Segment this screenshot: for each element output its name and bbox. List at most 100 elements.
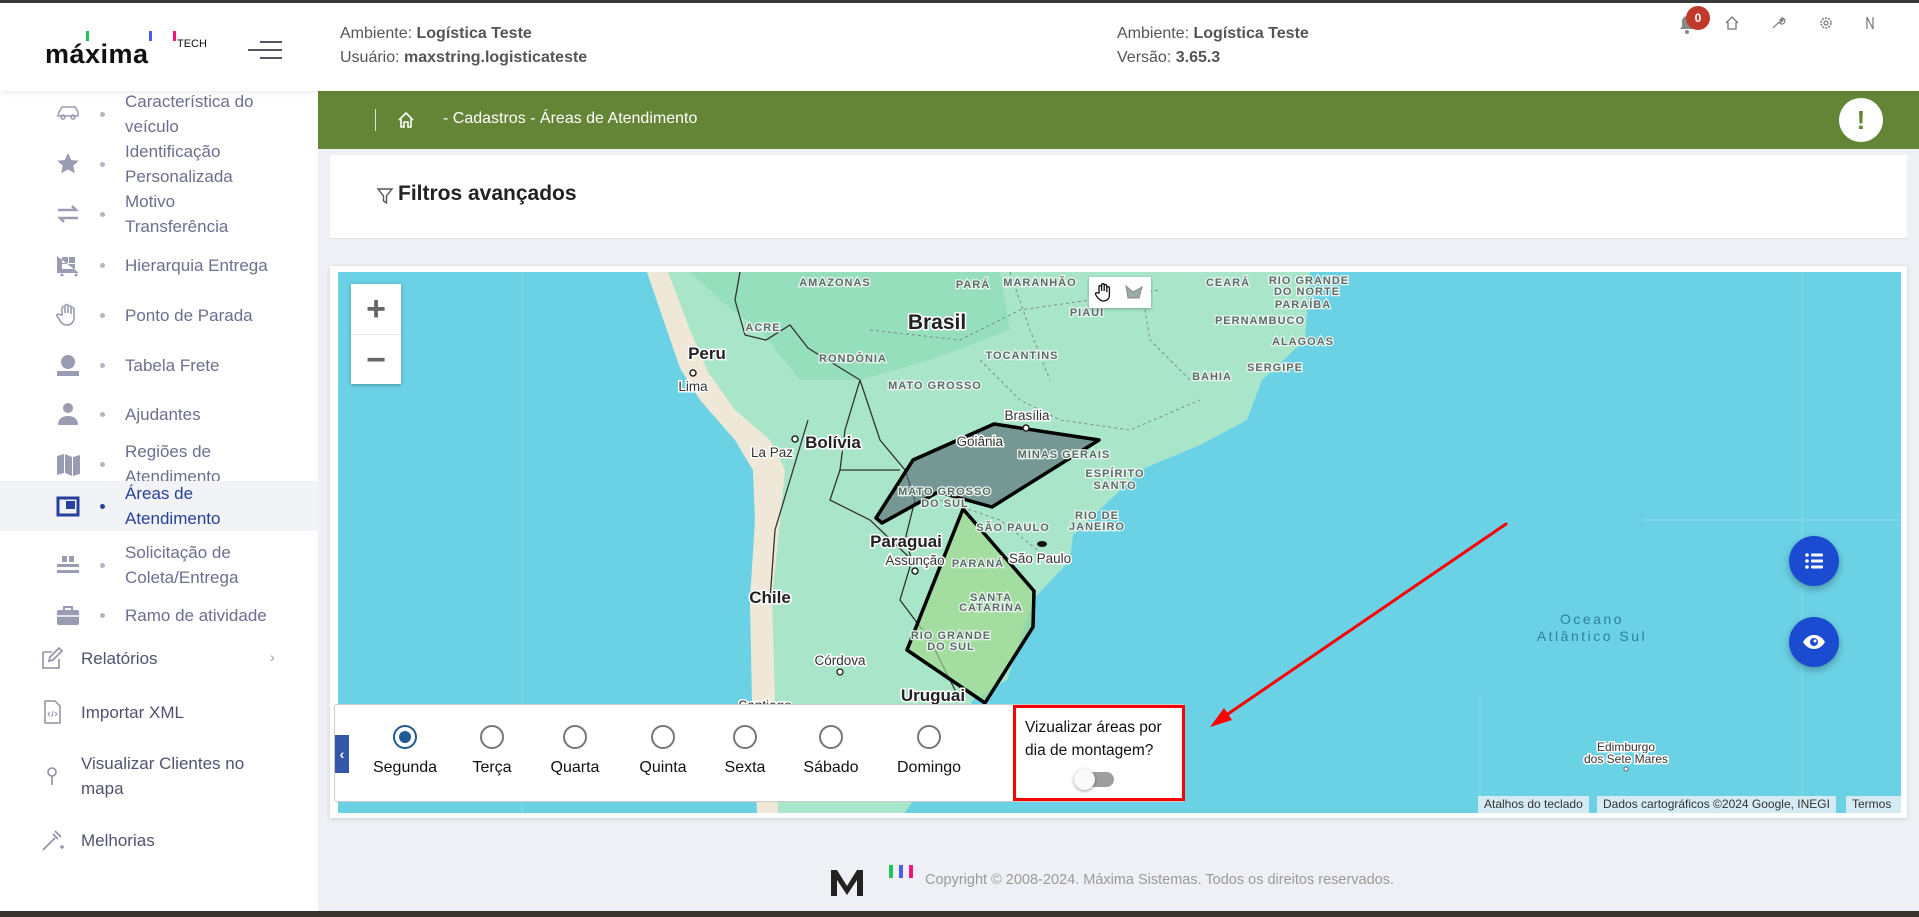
- bullet: [100, 504, 105, 509]
- sidebar-item-areas-de-atendimento[interactable]: Áreas de Atendimento: [0, 481, 318, 531]
- wrench-icon[interactable]: [1767, 15, 1789, 37]
- map-label: DO SUL: [921, 498, 969, 510]
- map-label: SANTA: [970, 592, 1012, 604]
- service-area-polygon-south[interactable]: [905, 507, 1036, 705]
- pallet-icon: [57, 256, 79, 277]
- day-label[interactable]: Terça: [472, 759, 512, 776]
- sidebar-item-label: Solicitação de Coleta/Entrega: [125, 543, 239, 587]
- logout-icon[interactable]: [1859, 15, 1881, 37]
- map-label: CATARINA: [959, 602, 1023, 614]
- radio-sabado[interactable]: [819, 725, 843, 749]
- home-icon[interactable]: [396, 110, 416, 130]
- map-label: Chile: [749, 588, 791, 607]
- day-label[interactable]: Quarta: [550, 759, 600, 776]
- map-label: Goiânia: [956, 434, 1003, 449]
- chevron-right-icon: ›: [270, 649, 275, 665]
- radio-domingo[interactable]: [917, 725, 941, 749]
- notification-badge: 0: [1686, 6, 1710, 30]
- map-label: MINAS GERAIS: [1018, 449, 1111, 461]
- hand-pan-icon[interactable]: [1093, 281, 1117, 305]
- sidebar-item-tabela-frete[interactable]: Tabela Frete: [0, 353, 318, 378]
- map-label: DO SUL: [927, 641, 975, 653]
- keyboard-shortcuts-link[interactable]: Atalhos do teclado: [1478, 796, 1589, 813]
- day-label[interactable]: Domingo: [896, 759, 962, 776]
- bullet: [100, 462, 105, 467]
- sidebar-item-ponto-de-parada[interactable]: Ponto de Parada: [0, 303, 318, 328]
- map-label: São Paulo: [1009, 551, 1071, 566]
- map-icon: [57, 454, 80, 476]
- map-label: MATO GROSSO: [898, 486, 992, 498]
- sidebar-item-identificacao-personalizada[interactable]: Identificação Personalizada: [0, 139, 318, 189]
- map-label: RIO GRANDE: [1269, 275, 1349, 287]
- visibility-button[interactable]: [1789, 617, 1839, 667]
- map-label: Assunção: [885, 553, 944, 568]
- radio-quarta[interactable]: [563, 725, 587, 749]
- map-label: PARÁ: [956, 278, 990, 291]
- day-label[interactable]: Quinta: [639, 759, 687, 776]
- user-value: maxstring.logisticateste: [404, 49, 588, 66]
- copyright-text: Copyright © 2008-2024. Máxima Sistemas. …: [925, 872, 1394, 888]
- sidebar-item-label: Importar XML: [81, 702, 184, 722]
- map-label: MATO GROSSO: [888, 380, 982, 392]
- list-button[interactable]: [1789, 536, 1839, 586]
- sidebar-item-ramo-de-atividade[interactable]: Ramo de atividade: [0, 603, 318, 628]
- bullet: [100, 112, 105, 117]
- menu-toggle-icon[interactable]: [248, 39, 282, 61]
- sidebar-item-hierarquia-entrega[interactable]: Hierarquia Entrega: [0, 253, 318, 278]
- map-label: Peru: [688, 344, 726, 363]
- zoom-controls: + −: [351, 284, 401, 384]
- maxima-tech-logo[interactable]: máxima TECH: [45, 31, 225, 71]
- map-label: Bolívia: [805, 433, 861, 452]
- map-label: PERNAMBUCO: [1215, 315, 1305, 327]
- radio-quinta[interactable]: [651, 725, 675, 749]
- radio-terca[interactable]: [480, 725, 504, 749]
- car-icon: [57, 106, 79, 120]
- sidebar-item-caracteristica-do-veiculo[interactable]: Característica do veículo: [0, 91, 318, 139]
- sidebar-item-label: Hierarquia Entrega: [125, 255, 268, 275]
- sidebar-item-motivo-transferencia[interactable]: Motivo Transferência: [0, 189, 318, 239]
- draw-polygon-icon[interactable]: [1123, 281, 1147, 305]
- sidebar-item-label: Motivo Transferência: [125, 192, 229, 236]
- radio-segunda[interactable]: [393, 725, 417, 749]
- bullet: [100, 613, 105, 618]
- bullet: [100, 363, 105, 368]
- sidebar-item-visualizar-clientes-no-mapa[interactable]: Visualizar Clientes no mapa: [0, 751, 318, 801]
- map-label: ALAGOAS: [1272, 336, 1334, 348]
- version-value: 3.65.3: [1175, 49, 1221, 66]
- map-label: Atlântico Sul: [1537, 628, 1647, 644]
- assembly-day-toggle[interactable]: [1074, 769, 1116, 790]
- sidebar-item-ajudantes[interactable]: Ajudantes: [0, 402, 318, 427]
- bullet: [100, 412, 105, 417]
- advanced-filters-panel[interactable]: Filtros avançados: [330, 155, 1907, 239]
- collapse-panel-button[interactable]: ‹: [335, 735, 349, 773]
- zoom-in-button[interactable]: +: [366, 290, 386, 328]
- sidebar-item-melhorias[interactable]: Melhorias: [0, 828, 318, 853]
- area-icon: [56, 496, 80, 517]
- sidebar-item-label: Ramo de atividade: [125, 605, 267, 625]
- radio-sexta[interactable]: [733, 725, 757, 749]
- sidebar-item-importar-xml[interactable]: Importar XML: [0, 700, 318, 725]
- map-label: SÃO PAULO: [976, 521, 1050, 534]
- gear-icon[interactable]: [1815, 15, 1837, 37]
- map-label: ESPÍRITO: [1085, 467, 1144, 480]
- sidebar-item-relatorios[interactable]: Relatórios ›: [0, 646, 318, 671]
- alert-button[interactable]: !: [1839, 98, 1883, 142]
- assembly-day-toggle-label: Vizualizar áreas por dia de montagem?: [1025, 719, 1162, 759]
- sidebar-item-label: Relatórios: [81, 648, 158, 668]
- map-label: La Paz: [751, 445, 793, 460]
- zoom-out-button[interactable]: −: [351, 334, 401, 384]
- day-label[interactable]: Sábado: [803, 759, 859, 776]
- map-label: SERGIPE: [1247, 362, 1303, 374]
- terms-link[interactable]: Termos: [1846, 796, 1901, 813]
- map-data-attribution[interactable]: Dados cartográficos ©2024 Google, INEGI: [1597, 796, 1836, 813]
- service-area-polygon-center[interactable]: [874, 422, 1101, 525]
- divider: [375, 109, 376, 131]
- day-label[interactable]: Segunda: [372, 759, 438, 776]
- assembly-day-toggle-box: Vizualizar áreas por dia de montagem?: [1013, 705, 1185, 801]
- map-label: MARANHÃO: [1003, 276, 1076, 289]
- home-icon[interactable]: [1721, 15, 1743, 37]
- day-label[interactable]: Sexta: [724, 759, 766, 776]
- sidebar-item-solicitacao-de-coleta-entrega[interactable]: Solicitação de Coleta/Entrega: [0, 540, 318, 590]
- map-label: SANTO: [1093, 480, 1136, 492]
- magic-wand-icon: [42, 830, 64, 851]
